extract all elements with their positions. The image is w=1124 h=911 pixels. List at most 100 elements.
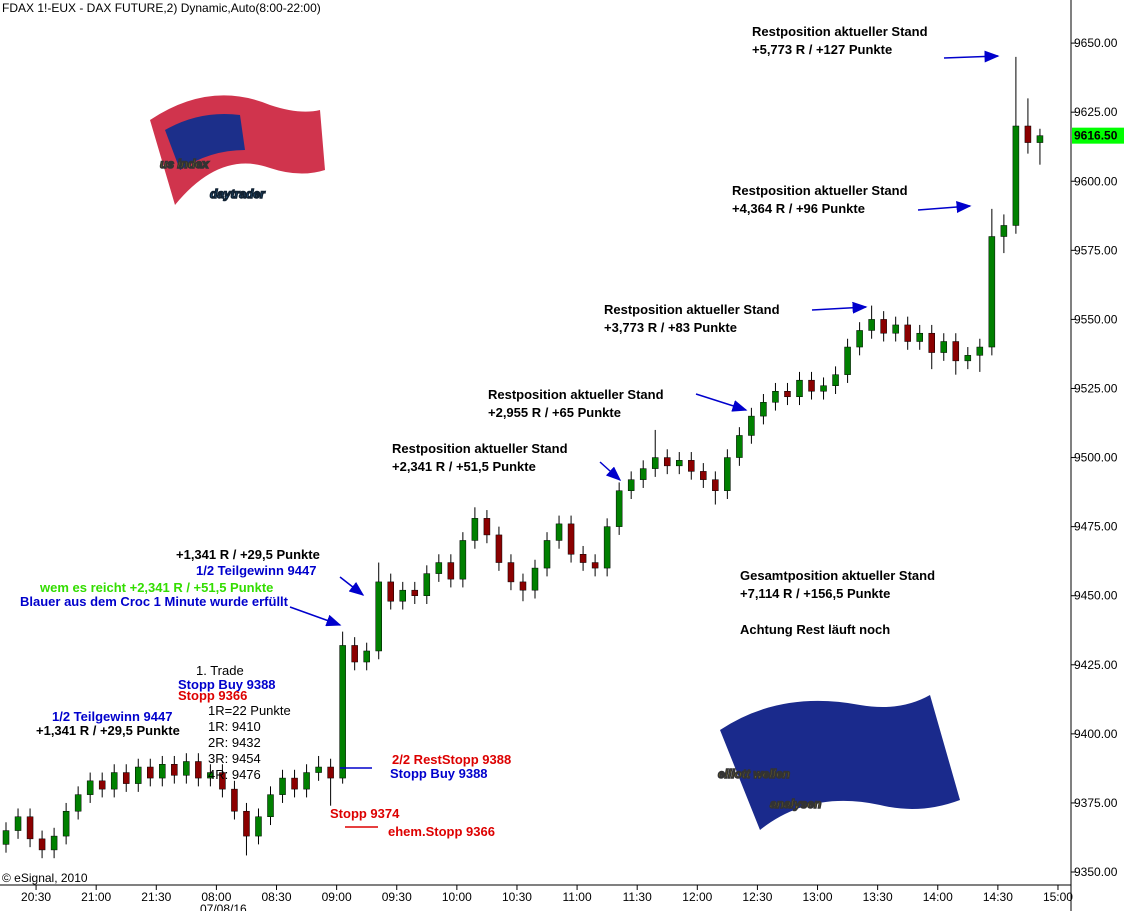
candle-body [375,581,382,652]
annotation: Restposition aktueller Stand [752,24,928,39]
candle-body [219,772,226,790]
candle-body [976,346,984,356]
candle-body [603,526,611,569]
candle-body [856,330,863,348]
arrow [811,301,868,314]
x-tick-label: 13:00 [803,890,833,904]
candle-body [627,479,635,491]
arrow [339,576,365,596]
logo-text: elliott wellen [718,767,790,781]
x-tick-label: 11:00 [563,890,592,904]
candle-body [447,562,455,580]
candle-body [808,379,815,392]
candle-body [387,581,394,602]
y-tick-label: 9625.00 [1074,105,1118,119]
candle-body [110,772,118,790]
candle-body [411,589,419,596]
annotation: Gesamtposition aktueller Stand [740,568,935,583]
arrow [289,606,342,627]
annotation: Restposition aktueller Stand [488,387,664,402]
annotation: Blauer aus dem Croc 1 Minute wurde erfül… [20,594,289,609]
x-tick-label: 13:30 [863,890,893,904]
candle-body [591,562,599,569]
candle-body [748,415,755,436]
candle-body [712,479,719,491]
y-tick-label: 9525.00 [1074,381,1118,395]
annotation: 1/2 Teilgewinn 9447 [52,709,172,724]
candle-body [74,794,82,812]
annotation: 1. Trade [196,663,244,678]
x-tick-label: 10:30 [502,890,532,904]
annotation: 2R: 9432 [208,735,261,750]
y-tick-label: 9350.00 [1074,865,1118,879]
candle-body [38,838,46,851]
candle-body [820,385,827,392]
x-tick-label: 21:30 [141,890,171,904]
logos [150,95,960,830]
candle-body [880,319,887,334]
annotation: +3,773 R / +83 Punkte [604,320,737,335]
candle-body [507,562,515,583]
annotation: 2/2 RestStopp 9388 [392,752,511,767]
annotation: +2,341 R / +51,5 Punkte [392,459,536,474]
x-tick-label: 15:00 [1043,890,1073,904]
y-tick-label: 9550.00 [1074,312,1118,326]
candle-body [315,766,322,773]
x-tick-label: 08:00 [201,890,231,904]
candle-body [303,772,310,790]
candle-body [796,379,803,398]
annotation: wem es reicht +2,341 R / +51,5 Punkte [39,580,273,595]
x-tick-label: 09:00 [322,890,352,904]
y-tick-label: 9600.00 [1074,174,1118,188]
annotation: Stopp Buy 9388 [390,766,488,781]
candle-body [135,766,142,784]
candle-body [772,390,779,403]
annotation: Restposition aktueller Stand [392,441,568,456]
y-tick-label: 9575.00 [1074,243,1118,257]
arrow [599,461,622,482]
candle-body [940,341,948,353]
logo-text: us index [160,157,210,171]
candle-body [1000,225,1008,237]
flag-canton [165,114,245,170]
annotation: 1/2 Teilgewinn 9447 [196,563,316,578]
candle-body [988,236,996,348]
candle-body [1036,135,1044,143]
candle-body [676,460,683,467]
arrow [695,393,748,412]
candle-body [964,355,972,362]
annotation: 1R=22 Punkte [208,703,291,718]
candle-body [171,764,178,776]
candle-body [62,810,70,837]
candle-body [26,816,34,840]
annotation: 3R: 9454 [208,751,261,766]
candle-body [267,794,274,818]
y-tick-label: 9450.00 [1074,589,1118,603]
candle-body [904,324,911,342]
candle-body [159,764,166,779]
eu-flag [720,695,960,830]
y-tick-label: 9650.00 [1074,36,1118,50]
candle-body [483,518,491,536]
candle-body [327,766,334,779]
x-tick-label: 09:30 [382,890,412,904]
candle-body [183,761,190,776]
candle-body [495,534,503,563]
candle-body [195,761,202,779]
x-tick-label: 21:00 [81,890,111,904]
candle-body [760,402,767,417]
y-tick-label: 9375.00 [1074,796,1118,810]
candle-body [339,645,346,779]
y-tick-label: 9425.00 [1074,658,1118,672]
candle-body [147,766,154,779]
candle-body [86,780,94,795]
y-tick-label: 9500.00 [1074,451,1118,465]
candle-body [555,523,563,541]
candle-body [1012,125,1020,226]
annotation: Achtung Rest läuft noch [740,622,890,637]
x-tick-label: 10:00 [442,890,472,904]
candle-body [243,810,250,837]
candle-body [363,650,370,663]
candle-body [98,780,106,790]
